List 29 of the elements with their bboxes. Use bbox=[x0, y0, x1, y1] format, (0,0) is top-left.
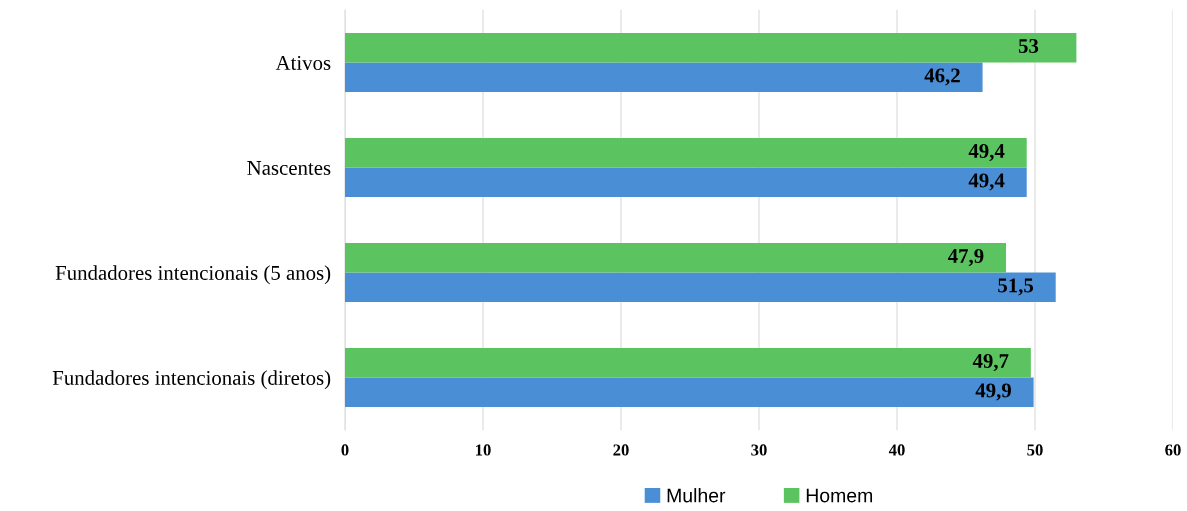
bar bbox=[345, 377, 1034, 407]
data-label: 46,2 bbox=[924, 68, 960, 86]
data-label: 49,4 bbox=[968, 144, 1005, 162]
bar bbox=[345, 348, 1031, 378]
y-tick-label: Ativos bbox=[275, 55, 331, 70]
bar bbox=[345, 243, 1007, 273]
data-label: 49,7 bbox=[972, 354, 1009, 372]
bar bbox=[345, 167, 1027, 197]
legend-label: Homem bbox=[806, 488, 873, 503]
bar bbox=[345, 62, 983, 92]
data-label: 49,4 bbox=[968, 173, 1005, 191]
bar bbox=[345, 33, 1077, 63]
data-label: 49,9 bbox=[975, 383, 1011, 401]
x-tick-label: 30 bbox=[751, 444, 767, 456]
x-tick-label: 20 bbox=[613, 444, 629, 456]
x-tick-label: 40 bbox=[888, 444, 905, 456]
x-tick-label: 60 bbox=[1165, 444, 1181, 456]
y-tick-label: Fundadores intencionais (diretos) bbox=[52, 370, 331, 390]
data-label: 53 bbox=[1018, 39, 1039, 54]
x-tick-label: 10 bbox=[476, 444, 491, 456]
x-tick-label: 0 bbox=[341, 444, 349, 456]
data-label: 47,9 bbox=[947, 249, 984, 267]
y-tick-label: Fundadores intencionais (5 anos) bbox=[55, 265, 331, 285]
y-tick-label: Nascentes bbox=[247, 161, 331, 175]
data-label: 51,5 bbox=[998, 278, 1034, 296]
legend-label: Mulher bbox=[667, 488, 726, 503]
x-tick-label: 50 bbox=[1027, 444, 1043, 456]
bar bbox=[345, 272, 1056, 302]
bar bbox=[345, 138, 1027, 168]
